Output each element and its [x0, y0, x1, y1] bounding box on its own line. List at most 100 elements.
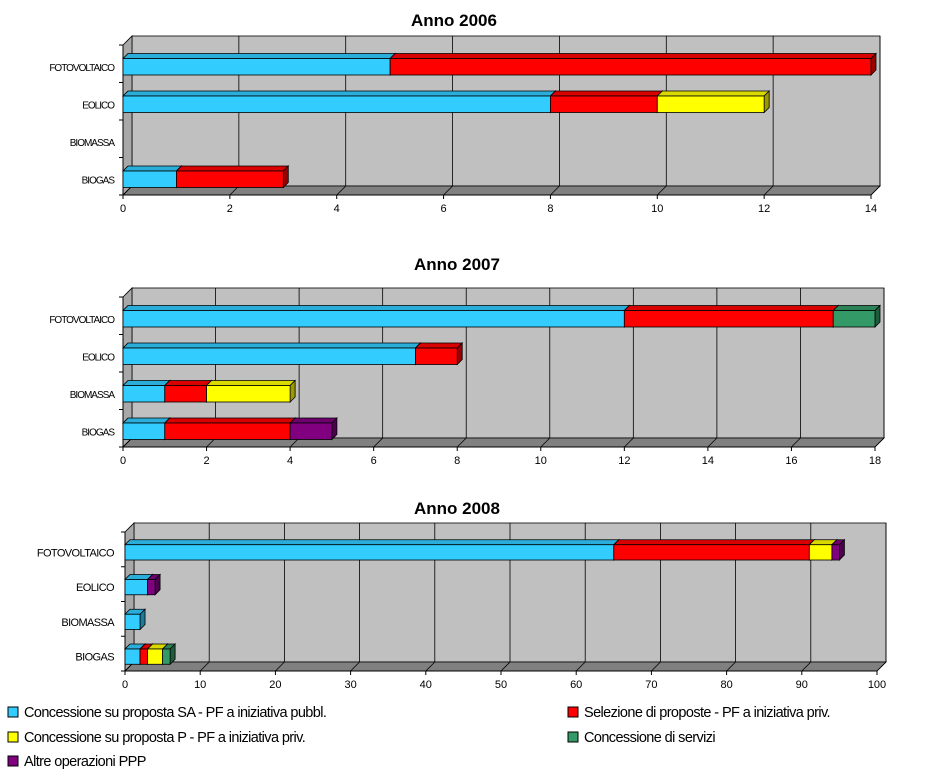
x-tick-label: 14 — [865, 203, 877, 215]
bar-segment-fotovoltaico-4 — [832, 304, 881, 328]
x-tick-label: 50 — [495, 679, 507, 691]
bar-front-face — [122, 170, 177, 188]
bar-segment-biomassa-1 — [124, 608, 147, 631]
bar-front-face — [124, 579, 148, 596]
legend-swatch — [567, 706, 579, 718]
bar-front-face — [122, 385, 166, 403]
y-tick-label: BIOGAS — [75, 652, 114, 664]
x-tick-label: 14 — [702, 455, 714, 467]
floor-gridline — [651, 661, 661, 672]
floor-gridline — [870, 185, 881, 196]
x-tick-label: 20 — [269, 679, 281, 691]
legend: Concessione su proposta SA - PF a inizia… — [7, 705, 831, 770]
y-tick-label: BIOGAS — [82, 175, 116, 186]
bar-top-face — [549, 90, 664, 97]
bar-segment-eolico-2 — [549, 90, 664, 114]
bar-segment-biogas-1 — [122, 165, 183, 189]
floor-gridline — [350, 661, 360, 672]
legend-label: Altre operazioni PPP — [24, 754, 146, 770]
bar-segment-biogas-1 — [122, 417, 171, 441]
bar-segment-eolico-3 — [656, 90, 771, 114]
x-tick-label: 2 — [203, 455, 209, 467]
legend-swatch — [7, 755, 19, 767]
x-tick-label: 18 — [869, 455, 881, 467]
bar-front-face — [389, 58, 872, 76]
chart-title: Anno 2007 — [414, 255, 500, 274]
bar-front-face — [289, 422, 333, 440]
bar-top-face — [122, 305, 631, 311]
legend-swatch — [567, 731, 579, 743]
floor-gridline — [624, 437, 634, 448]
bar-top-face — [389, 53, 877, 59]
x-tick-label: 16 — [785, 455, 797, 467]
bar-segment-fotovoltaico-1 — [122, 304, 631, 328]
bar-front-face — [656, 95, 765, 113]
x-tick-label: 10 — [535, 455, 547, 467]
legend-item-1: Concessione su proposta SA - PF a inizia… — [7, 705, 327, 721]
floor-gridline — [425, 661, 436, 672]
x-tick-label: 70 — [645, 679, 657, 691]
bar-front-face — [122, 347, 416, 365]
legend-item-3: Concessione su proposta P - PF a iniziat… — [7, 730, 306, 746]
y-tick-label: BIOMASSA — [70, 138, 116, 149]
bar-segment-biogas-2 — [163, 417, 297, 441]
y-tick-label: EOLICO — [82, 100, 115, 111]
floor-gridline — [199, 661, 210, 672]
bar-front-face — [623, 310, 834, 328]
floor-gridline — [500, 661, 511, 672]
bar-top-face — [122, 380, 171, 386]
y-tick-label: BIOMASSA — [61, 617, 115, 629]
bar-segment-biomassa-2 — [163, 379, 213, 403]
x-tick-label: 100 — [868, 679, 886, 691]
bar-segment-biomassa-1 — [122, 379, 171, 403]
bar-top-face — [122, 417, 171, 424]
bar-top-face — [122, 342, 422, 349]
floor-gridline — [456, 437, 467, 448]
x-tick-label: 4 — [287, 455, 293, 467]
bar-front-face — [162, 648, 171, 665]
y-tick-label: BIOGAS — [82, 427, 116, 438]
bar-segment-fotovoltaico-2 — [623, 304, 840, 328]
bar-top-face — [656, 90, 771, 97]
bar-segment-fotovoltaico-5 — [830, 538, 846, 561]
x-tick-label: 12 — [618, 455, 630, 467]
floor-gridline — [763, 185, 774, 196]
bar-top-face — [163, 417, 297, 424]
y-tick-label: EOLICO — [82, 352, 115, 363]
legend-label: Concessione di servizi — [584, 730, 715, 746]
x-tick-label: 8 — [454, 455, 460, 467]
bar-top-face — [832, 305, 881, 311]
y-tick-label: EOLICO — [76, 582, 115, 594]
x-tick-label: 8 — [547, 203, 553, 215]
floor-gridline — [575, 661, 586, 672]
floor-gridline — [876, 661, 887, 672]
legend-label: Concessione su proposta SA - PF a inizia… — [24, 705, 326, 721]
bar-front-face — [122, 58, 391, 76]
x-tick-label: 2 — [227, 203, 233, 215]
floor-gridline — [550, 185, 560, 196]
bar-top-face — [122, 90, 557, 97]
floor-gridline — [540, 437, 551, 448]
floor-gridline — [443, 185, 453, 196]
floor-gridline — [707, 437, 718, 448]
bar-top-face — [163, 380, 213, 386]
bar-front-face — [164, 422, 291, 440]
chart-3: Anno 2008 0 10 20 30 40 50 60 70 80 90 100 FOTOVOLTA… — [37, 499, 887, 691]
x-tick-label: 0 — [120, 203, 126, 215]
floor-gridline — [874, 437, 885, 448]
chart-title: Anno 2006 — [411, 11, 497, 30]
bar-top-face — [122, 165, 183, 172]
legend-swatch — [7, 706, 19, 718]
bar-front-face — [808, 544, 833, 561]
floor-gridline — [275, 661, 285, 672]
legend-swatch — [7, 731, 19, 743]
floor-gridline — [726, 661, 736, 672]
bar-front-face — [176, 170, 284, 188]
bar-front-face — [124, 648, 141, 665]
floor-gridline — [373, 437, 383, 448]
legend-label: Selezione di proposte - PF a iniziativa … — [584, 705, 830, 721]
bar-front-face — [550, 95, 658, 113]
floor-gridline — [801, 661, 812, 672]
bar-front-face — [122, 422, 166, 440]
